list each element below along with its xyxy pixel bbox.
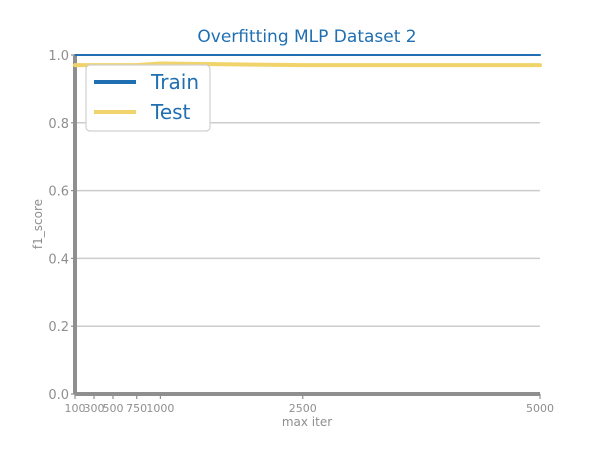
x-tick-label: 500 — [102, 402, 123, 415]
x-tick-label: 100 — [65, 402, 86, 415]
y-tick-label: 0.6 — [48, 185, 69, 200]
legend: Train Test — [85, 64, 211, 132]
x-tick-label: 750 — [126, 402, 147, 415]
legend-test-label: Test — [150, 100, 191, 124]
x-tick-label: 5000 — [526, 402, 554, 415]
y-tick-label: 1.0 — [48, 49, 69, 64]
x-tick-label: 300 — [83, 402, 104, 415]
x-tick-label: 1000 — [146, 402, 174, 415]
y-tick-label: 0.0 — [48, 388, 69, 403]
legend-train-label: Train — [150, 70, 199, 94]
x-axis-label: max iter — [282, 415, 332, 429]
y-tick-label: 0.4 — [48, 252, 69, 267]
axes — [73, 55, 540, 396]
x-tick-label: 2500 — [289, 402, 317, 415]
y-axis-ticks: 0.0 0.2 0.4 0.6 0.8 1.0 — [48, 49, 75, 403]
y-tick-label: 0.2 — [48, 320, 69, 335]
y-axis-label: f1_score — [31, 199, 45, 249]
y-tick-label: 0.8 — [48, 117, 69, 132]
chart-title: Overfitting MLP Dataset 2 — [197, 27, 416, 47]
